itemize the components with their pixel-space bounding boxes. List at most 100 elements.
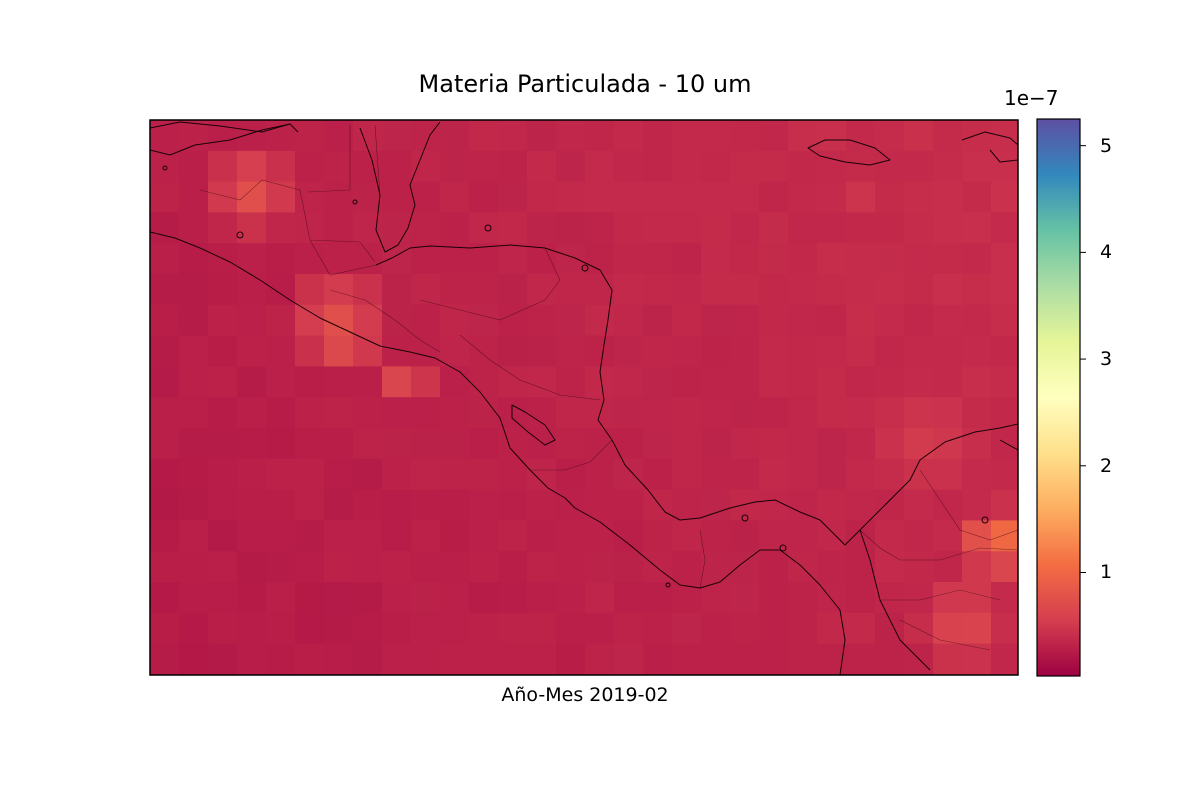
- grid-cell: [701, 520, 731, 552]
- grid-cell: [237, 551, 267, 583]
- grid-cell: [382, 150, 412, 183]
- grid-cell: [498, 520, 528, 552]
- grid-cell: [759, 150, 789, 183]
- grid-cell: [382, 520, 412, 552]
- grid-cell: [556, 428, 586, 460]
- grid-cell: [846, 520, 876, 552]
- grid-cell: [730, 120, 760, 152]
- grid-cell: [150, 428, 180, 460]
- grid-cell: [962, 120, 992, 152]
- grid-cell: [150, 582, 180, 614]
- grid-cell: [411, 458, 441, 491]
- colorbar: [1036, 118, 1086, 677]
- grid-cell: [324, 582, 354, 614]
- grid-cell: [846, 274, 876, 306]
- grid-cell: [672, 243, 702, 275]
- grid-cell: [904, 304, 934, 337]
- grid-cell: [150, 489, 180, 521]
- grid-cell: [875, 520, 905, 552]
- grid-cell: [730, 150, 760, 183]
- grid-cell: [817, 551, 847, 583]
- grid-cell: [875, 366, 905, 398]
- grid-cell: [266, 243, 296, 275]
- grid-cell: [846, 335, 876, 367]
- grid-cell: [324, 489, 354, 521]
- grid-cell: [614, 551, 644, 583]
- grid-cell: [962, 335, 992, 367]
- grid-cell: [469, 304, 499, 337]
- grid-cell: [904, 120, 934, 152]
- grid-cell: [469, 397, 499, 429]
- grid-cell: [643, 212, 673, 244]
- grid-cell: [411, 397, 441, 429]
- grid-cell: [788, 366, 818, 398]
- grid-cell: [150, 643, 180, 675]
- grid-cell: [150, 551, 180, 583]
- grid-cell: [353, 243, 383, 275]
- grid-cell: [208, 335, 238, 367]
- grid-cell: [498, 397, 528, 429]
- grid-cell: [266, 304, 296, 337]
- grid-cell: [904, 428, 934, 460]
- grid-cell: [701, 397, 731, 429]
- grid-cell: [208, 458, 238, 491]
- grid-cell: [266, 520, 296, 552]
- grid-cell: [817, 212, 847, 244]
- grid-cell: [991, 551, 1018, 583]
- grid-cell: [817, 120, 847, 152]
- grid-cell: [469, 643, 499, 675]
- colorbar-tick-label: 4: [1100, 241, 1113, 264]
- grid-cell: [585, 212, 615, 244]
- grid-cell: [498, 612, 528, 645]
- grid-cell: [962, 489, 992, 521]
- grid-cell: [556, 489, 586, 521]
- grid-cell: [469, 458, 499, 491]
- grid-cell: [324, 643, 354, 675]
- grid-cell: [759, 397, 789, 429]
- grid-cell: [643, 397, 673, 429]
- grid-cell: [991, 274, 1018, 306]
- grid-cell: [411, 551, 441, 583]
- grid-cell: [527, 428, 557, 460]
- coastlines: [150, 121, 1018, 675]
- grid-cell: [585, 489, 615, 521]
- grid-cell: [411, 335, 441, 367]
- grid-cell: [585, 274, 615, 306]
- grid-cell: [730, 397, 760, 429]
- grid-cell: [585, 520, 615, 552]
- grid-cell: [585, 304, 615, 337]
- grid-cell: [440, 520, 470, 552]
- grid-cell: [266, 458, 296, 491]
- grid-cell: [382, 643, 412, 675]
- grid-cell: [382, 551, 412, 583]
- grid-cell: [643, 489, 673, 521]
- grid-cell: [440, 304, 470, 337]
- grid-cell: [237, 643, 267, 675]
- grid-cell: [730, 274, 760, 306]
- grid-cell: [817, 366, 847, 398]
- grid-cell: [527, 335, 557, 367]
- grid-cell: [846, 243, 876, 275]
- grid-cell: [614, 489, 644, 521]
- grid-cell: [904, 274, 934, 306]
- grid-cell: [411, 212, 441, 244]
- grid-cell: [440, 458, 470, 491]
- grid-cell: [179, 458, 209, 491]
- grid-cell: [527, 397, 557, 429]
- grid-cell: [759, 582, 789, 614]
- grid-cell: [469, 551, 499, 583]
- grid-cell: [701, 428, 731, 460]
- grid-cell: [643, 428, 673, 460]
- grid-cell: [208, 304, 238, 337]
- grid-cell: [672, 397, 702, 429]
- grid-cell: [614, 612, 644, 645]
- grid-cell: [237, 489, 267, 521]
- grid-cell: [266, 551, 296, 583]
- grid-cell: [788, 120, 818, 152]
- grid-cell: [469, 150, 499, 183]
- grid-cell: [527, 366, 557, 398]
- political-borders: [199, 124, 1018, 651]
- grid-cell: [875, 551, 905, 583]
- grid-cell: [469, 582, 499, 614]
- grid-cell: [730, 212, 760, 244]
